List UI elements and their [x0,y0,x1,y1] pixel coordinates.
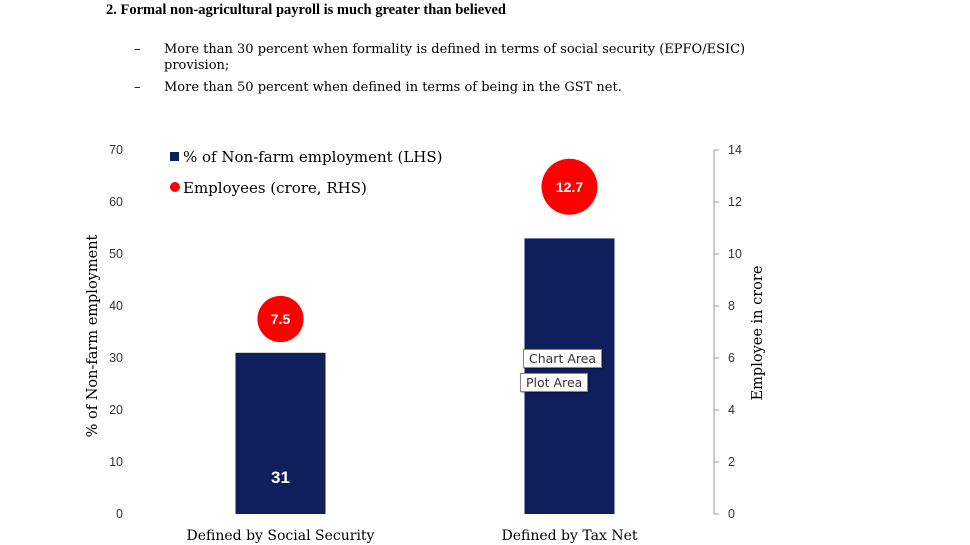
y-tick-label: 60 [109,195,123,209]
x-category-label: Defined by Tax Net [502,528,638,544]
legend-bubble-label: Employees (crore, RHS) [183,179,367,197]
y-tick-label: 0 [116,507,123,521]
bullet-dash: – [134,42,141,57]
bubble-data-label: 12.7 [556,179,583,195]
plot-area-tooltip: Plot Area [520,373,589,392]
bullet-list: – More than 30 percent when formality is … [134,42,794,102]
bullet-item: – More than 30 percent when formality is … [134,42,794,74]
y-tick-label: 20 [109,403,123,417]
legend[interactable]: % of Non-farm employment (LHS) Employees… [170,148,443,197]
bubble-point[interactable] [541,158,598,215]
bubble-data-label: 7.5 [271,311,291,327]
y-tick-label: 10 [109,455,123,469]
y2-tick-label: 10 [728,247,742,261]
legend-bar-label: % of Non-farm employment (LHS) [183,148,443,166]
bar[interactable] [235,352,326,514]
y-tick-label: 30 [109,351,123,365]
y2-tick-label: 14 [728,143,742,157]
y-tick-label: 70 [109,143,123,157]
legend-bar-swatch [170,152,179,161]
bullet-text: More than 30 percent when formality is d… [164,42,746,73]
y2-tick-label: 8 [728,299,735,313]
bullet-item: – More than 50 percent when defined in te… [134,80,794,96]
y2-tick-label: 4 [728,403,735,417]
section-heading: 2. Formal non-agricultural payroll is mu… [106,2,506,18]
bubble-point[interactable] [257,295,304,343]
y2-tick-label: 0 [728,507,735,521]
bullet-dash: – [134,80,141,95]
bullet-text: More than 50 percent when defined in ter… [164,80,622,95]
y-tick-label: 50 [109,247,123,261]
legend-bubble-swatch [170,182,180,192]
y2-tick-label: 2 [728,455,735,469]
chart-area-tooltip: Chart Area [523,349,603,368]
x-category-label: Defined by Social Security [187,528,375,544]
y2-axis-title: Employee in crore [750,266,766,401]
y2-tick-label: 6 [728,351,735,365]
y-axis-title: % of Non-farm employment [85,234,101,437]
y2-tick-label: 12 [728,195,742,209]
y-tick-label: 40 [109,299,123,313]
bar-data-label: 31 [271,468,290,487]
